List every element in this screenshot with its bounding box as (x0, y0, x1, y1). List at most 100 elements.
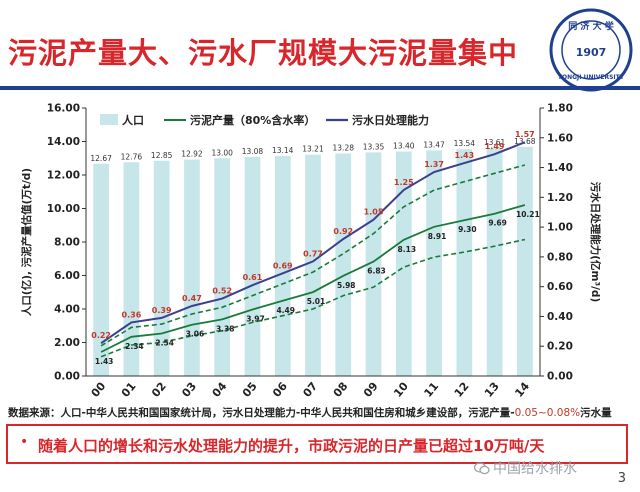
population-bar-label: 13.28 (333, 144, 355, 153)
right-axis-tick-label: 0.20 (547, 341, 573, 353)
x-axis-tick-label: 03 (179, 380, 199, 400)
population-bar-label: 13.54 (454, 139, 476, 148)
population-bar-label: 12.76 (121, 152, 143, 161)
population-bar-label: 13.00 (211, 148, 233, 157)
sludge-point-label: 3.97 (246, 315, 265, 324)
right-axis-tick-label: 0.40 (547, 311, 573, 323)
x-axis-tick-label: 05 (240, 380, 260, 400)
capacity-point-label: 0.39 (152, 306, 172, 315)
sludge-point-label: 4.49 (276, 306, 295, 315)
capacity-line (100, 141, 526, 345)
capacity-point-label: 1.43 (454, 151, 474, 160)
left-axis-tick-label: 14.00 (47, 136, 80, 148)
source-note-main: 数据来源：人口-中华人民共和国国家统计局，污水日处理能力-中华人民共和国住房和城… (8, 407, 515, 419)
left-axis-tick-label: 4.00 (54, 304, 80, 316)
title-rule (0, 86, 640, 90)
population-bar-label: 13.40 (393, 142, 415, 151)
capacity-point-label: 0.36 (122, 310, 142, 319)
sludge-point-label: 9.69 (488, 219, 507, 228)
sludge-line (100, 204, 526, 353)
x-axis-tick-label: 14 (512, 379, 532, 399)
capacity-point-label: 0.77 (303, 249, 323, 258)
population-bar (395, 151, 412, 376)
watermark: 中国给水排水 (474, 458, 577, 478)
population-bar (365, 152, 382, 376)
x-axis-tick-label: 09 (361, 380, 381, 400)
left-axis-tick-label: 8.00 (54, 237, 80, 249)
population-bar-label: 13.68 (514, 137, 536, 146)
capacity-point-label: 1.37 (424, 160, 444, 169)
tongji-university-logo: 同 济 大 学 1907 TONGJI UNIVERSITY (549, 8, 633, 92)
population-bar (335, 153, 352, 376)
population-bar-label: 12.92 (181, 150, 203, 159)
population-bar (184, 159, 200, 376)
source-note-tail: 污水量 (580, 407, 612, 419)
population-bar-label: 13.14 (272, 146, 294, 155)
sludge-point-label: 2.54 (155, 338, 174, 347)
x-axis-tick-label: 04 (210, 379, 230, 399)
right-axis-tick-label: 0.60 (547, 281, 573, 293)
svg-text:1907: 1907 (576, 46, 607, 59)
population-bar-label: 13.47 (423, 140, 445, 149)
right-axis-title: 污水日处理能力(亿m³/d) (589, 182, 602, 303)
chart: 12.67 12.76 12.85 12.92 13.00 13.08 13.14 13.21… (20, 103, 602, 400)
right-axis-tick-label: 1.00 (547, 222, 573, 234)
left-axis-tick-label: 10.00 (47, 203, 80, 215)
sludge-point-label: 5.98 (337, 281, 356, 290)
x-axis-tick-label: 02 (149, 380, 169, 400)
population-bar (153, 160, 170, 376)
x-axis-tick-label: 00 (89, 379, 109, 399)
sludge-point-label: 9.30 (458, 225, 477, 234)
population-bar (426, 150, 442, 376)
population-bar-label: 12.85 (151, 151, 173, 160)
x-axis-tick-label: 01 (119, 380, 139, 400)
capacity-point-label: 0.47 (182, 294, 202, 303)
sludge-point-label: 10.21 (516, 210, 540, 219)
population-bar-label: 13.21 (302, 145, 324, 154)
left-axis-tick-label: 2.00 (54, 337, 80, 349)
sludge-point-label: 3.06 (186, 330, 205, 339)
sludge-point-label: 8.91 (428, 232, 447, 241)
capacity-point-label: 0.92 (333, 227, 353, 236)
capacity-point-label: 0.52 (212, 287, 232, 296)
legend-population-label: 人口 (122, 113, 144, 127)
right-axis-tick-label: 1.40 (547, 162, 573, 174)
sludge-point-label: 5.01 (307, 297, 326, 306)
x-axis-tick-label: 11 (421, 380, 441, 400)
legend-population-swatch (100, 114, 118, 125)
svg-text:TONGJI UNIVERSITY: TONGJI UNIVERSITY (558, 74, 625, 81)
right-axis-tick-label: 0.80 (547, 251, 573, 263)
population-bar (214, 158, 231, 376)
left-axis-tick-label: 12.00 (47, 170, 80, 182)
data-source-note: 数据来源：人口-中华人民共和国国家统计局，污水日处理能力-中华人民共和国住房和城… (8, 405, 612, 420)
page-number: 3 (617, 471, 626, 486)
left-axis-tick-label: 16.00 (47, 103, 80, 115)
legend-sludge-label: 污泥产量（80%含水率） (190, 113, 315, 127)
source-note-percent: 0.05~0.08% (514, 407, 581, 419)
x-axis-tick-label: 12 (452, 380, 472, 400)
population-bar (305, 154, 321, 376)
population-bar (274, 155, 291, 376)
legend-capacity-label: 污水日处理能力 (352, 113, 429, 127)
right-axis-tick-label: 1.60 (547, 132, 573, 144)
x-axis-tick-label: 08 (331, 380, 351, 400)
left-axis-title: 人口(亿), 污泥产量估值(万t/d) (20, 168, 33, 316)
conclusion-callout: • 随着人口的增长和污水处理能力的提升，市政污泥的日产量已超过10万吨/天 (6, 424, 628, 464)
capacity-point-label: 0.22 (91, 331, 111, 340)
population-bar (456, 149, 473, 376)
callout-text: 随着人口的增长和污水处理能力的提升，市政污泥的日产量已超过10万吨/天 (38, 437, 545, 455)
watermark-text: 中国给水排水 (493, 461, 577, 477)
population-bar-label: 12.67 (90, 154, 112, 163)
population-bar-label: 13.35 (363, 142, 385, 151)
slide-title: 污泥产量大、污水厂规模大污泥量集中 (8, 36, 519, 70)
sludge-point-label: 3.38 (216, 324, 235, 333)
capacity-point-label: 1.05 (364, 208, 384, 217)
capacity-point-label: 1.49 (485, 142, 505, 151)
sludge-point-label: 8.13 (398, 245, 417, 254)
sludge-point-label: 6.83 (367, 267, 386, 276)
capacity-point-label: 1.25 (394, 178, 414, 187)
right-axis-tick-label: 1.20 (547, 192, 573, 204)
population-bar (486, 148, 503, 376)
sludge-point-label: 2.34 (125, 342, 144, 351)
population-bar (516, 146, 533, 376)
